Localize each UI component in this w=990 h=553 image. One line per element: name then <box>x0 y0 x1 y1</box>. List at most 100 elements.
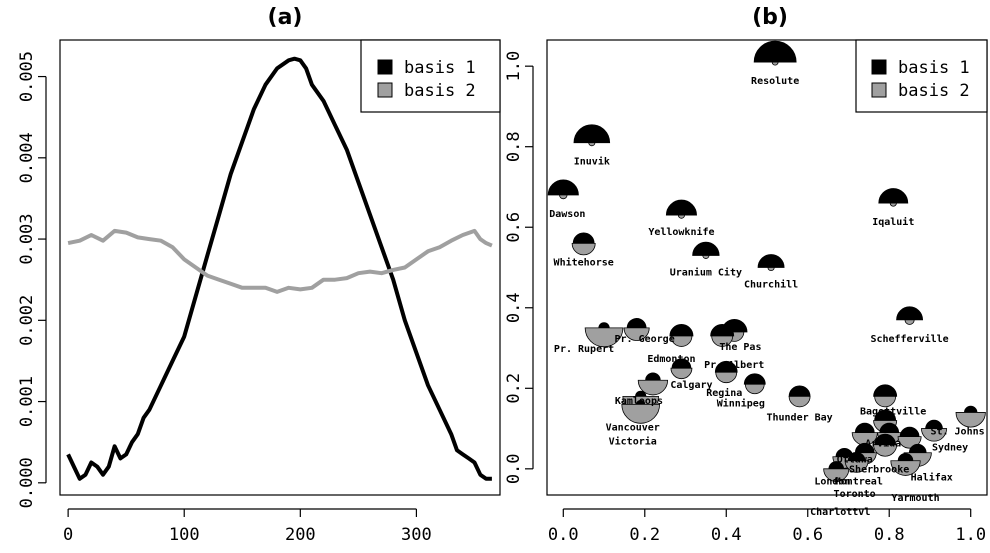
marker-basis-1-ottawa <box>854 422 875 433</box>
city-label: Bagottville <box>860 405 926 417</box>
panel-b-x-tick-label: 0.0 <box>548 525 579 545</box>
panel-b-y-tick-label: 0.2 <box>504 373 524 404</box>
marker-basis-1-toronto <box>847 452 866 462</box>
city-label: Calgary <box>670 380 712 391</box>
marker-basis-2-churchill <box>767 267 775 271</box>
marker-basis-2-inuvik <box>588 142 596 147</box>
city-label: Iqaluit <box>872 216 914 228</box>
marker-basis-1-yellowknife <box>665 199 697 216</box>
marker-basis-1-kamloops <box>645 372 661 381</box>
marker-basis-1-calgary <box>671 358 692 369</box>
marker-basis-1-halifax <box>908 444 927 454</box>
city-label: Pr. Albert <box>704 360 764 371</box>
city-label: Whitehorse <box>554 256 614 268</box>
marker-basis-2-sydney <box>921 428 948 442</box>
marker-basis-1-yarmouth <box>897 453 914 462</box>
city-label: Churchill <box>744 279 798 291</box>
panel-a-x-tick-label: 300 <box>401 525 432 545</box>
marker-basis-1-uranium-city <box>692 241 720 256</box>
panel-a-legend: basis 1 basis 2 <box>360 39 501 113</box>
marker-basis-1-whitehorse <box>572 232 595 244</box>
marker-basis-2-iqaluit <box>889 202 897 207</box>
marker-basis-2-dawson <box>559 194 568 200</box>
marker-basis-2-uranium-city <box>702 255 710 259</box>
panel-a: (a) 0 100 200 3000.0000.0010.0020.0030.0040… <box>17 5 501 545</box>
marker-basis-1-pr-george <box>626 318 647 329</box>
city-label: The Pas <box>719 342 761 353</box>
legend-a-swatch-basis-1 <box>377 59 393 75</box>
marker-basis-1-inuvik <box>573 124 611 144</box>
panel-a-x-tick-label: 0 <box>63 525 73 545</box>
marker-basis-2-toronto <box>844 460 869 473</box>
marker-basis-2-pr-albert <box>711 335 734 347</box>
panel-a-frame <box>59 39 501 496</box>
panel-b-y-tick-label: 0.8 <box>504 131 524 162</box>
city-label: Yellowknife <box>648 226 714 238</box>
city-label: Schefferville <box>870 333 948 345</box>
marker-basis-1-winnipeg <box>743 373 766 385</box>
panel-a-y-tick-label: 0.002 <box>17 295 37 346</box>
marker-basis-2-victoria <box>621 404 661 424</box>
city-label: Uranium City <box>670 266 742 278</box>
marker-basis-2-sherbrooke <box>873 444 898 457</box>
marker-basis-2-yarmouth <box>890 460 921 476</box>
marker-basis-2-whitehorse <box>571 242 596 256</box>
panel-b-x-tick-label: 1.0 <box>955 525 986 545</box>
marker-basis-2-charlottvl <box>823 468 850 482</box>
panel-b-x-tick-label: 0.8 <box>874 525 905 545</box>
panel-b-y-tick-label: 0.0 <box>504 453 524 484</box>
panel-a-legend-box <box>360 39 501 113</box>
city-label: Yarmouth <box>891 493 939 504</box>
marker-basis-2-winnipeg <box>744 383 765 395</box>
marker-basis-1-regina <box>714 360 738 373</box>
panel-a-y-tick-label: 0.000 <box>17 457 37 508</box>
marker-basis-1-pr-albert <box>710 324 735 337</box>
marker-basis-1-arvida <box>874 409 897 421</box>
panel-b-plot-area: Resolute Inuvik Dawson Whitehorse Yellowknif… <box>547 40 986 518</box>
panel-b-frame <box>546 39 988 496</box>
marker-basis-1-st-johns <box>964 405 978 413</box>
panel-b-legend-box <box>855 39 988 113</box>
marker-basis-2-regina <box>715 371 738 384</box>
city-label: Pr. Rupert <box>554 344 614 355</box>
marker-basis-2-pr-george <box>623 327 650 341</box>
city-label: Winnipeg <box>717 397 765 409</box>
city-label: Thunder Bay <box>766 412 832 423</box>
panel-b-y-tick-label: 0.6 <box>504 212 524 243</box>
marker-basis-1-iqaluit <box>878 188 909 204</box>
legend-b-swatch-basis-1 <box>871 59 887 75</box>
marker-basis-1-quebec <box>879 422 900 433</box>
legend-b-swatch-basis-2 <box>871 82 887 98</box>
city-label: Pr. George <box>615 334 675 345</box>
city-label: Sydney <box>932 443 968 454</box>
city-label: Kamloops <box>615 396 663 407</box>
panel-a-x-tick-label: 100 <box>169 525 200 545</box>
marker-basis-2-kamloops <box>637 379 669 396</box>
series-line-basis-1 <box>66 56 492 481</box>
marker-basis-1-churchill <box>757 254 785 268</box>
legend-a-label-basis-2: basis 2 <box>404 81 476 101</box>
marker-basis-1-resolute <box>753 40 797 63</box>
legend-a-swatch-basis-2 <box>377 82 393 98</box>
city-label: Ottawa <box>837 455 873 466</box>
city-label: Vancouver <box>606 422 660 433</box>
panel-b: (b) Resolute Inuvik Dawson Whitehorse Yellow… <box>504 5 988 545</box>
marker-basis-1-schefferville <box>896 306 924 321</box>
panel-b-y-tick-label: 1.0 <box>504 51 524 82</box>
city-label: Charlottvl <box>810 507 870 518</box>
city-label: Arvida <box>865 438 901 450</box>
city-label: Edmonton <box>647 354 695 365</box>
city-label: Montreal <box>835 477 883 488</box>
panel-b-axes: 0.0 0.2 0.4 0.6 0.8 1.0 0.0 0.2 0.4 0.6 0.8 1.0 <box>504 51 986 545</box>
marker-basis-1-bagottville <box>873 384 898 397</box>
marker-basis-2-calgary <box>670 367 693 379</box>
marker-basis-1-edmonton <box>669 324 694 337</box>
city-label: Regina <box>706 387 742 399</box>
panel-b-x-tick-label: 0.4 <box>711 525 742 545</box>
panel-a-y-tick-label: 0.004 <box>17 132 37 183</box>
panel-b-legend: basis 1 basis 2 <box>855 39 988 113</box>
city-label: St. Johns <box>930 426 984 437</box>
marker-basis-2-thunder-bay <box>788 395 811 408</box>
marker-basis-2-edmonton <box>670 335 693 347</box>
